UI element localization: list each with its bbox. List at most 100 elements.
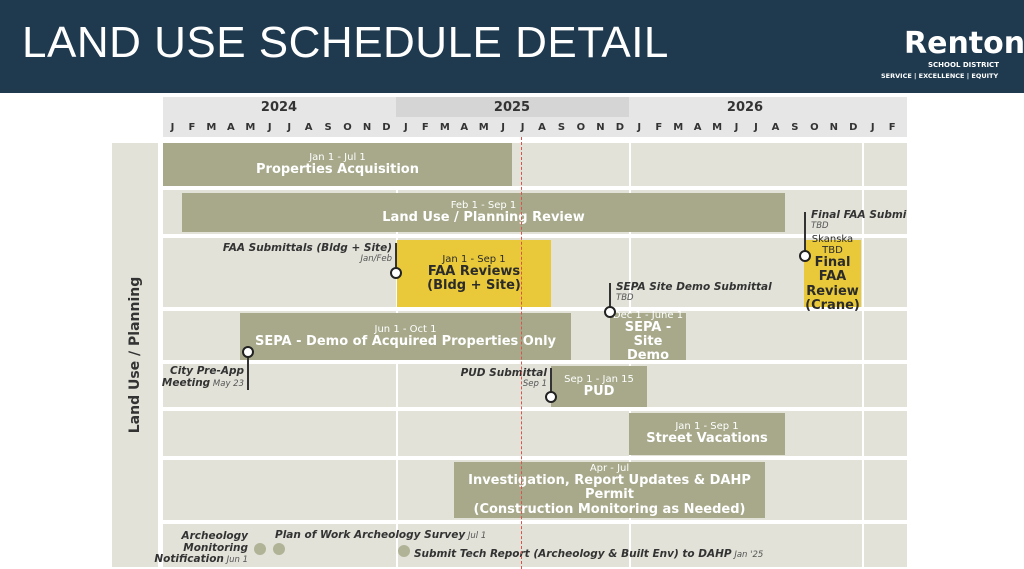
year-divider	[862, 143, 864, 567]
month-label: J	[170, 122, 175, 133]
bar-label: (Bldg + Site)	[427, 278, 521, 293]
milestone-label: FAA Submittals (Bldg + Site) Jan/Feb	[223, 242, 392, 264]
milestone-dot	[604, 306, 616, 318]
bar-label: Final FAA	[814, 254, 851, 285]
milestone-note: Jan '25	[731, 550, 764, 560]
month-label: J	[754, 122, 758, 133]
logo-name: Renton	[904, 26, 1024, 61]
milestone-text: Meeting	[161, 376, 211, 389]
month-label: S	[791, 122, 799, 133]
bar-label: FAA Reviews	[427, 263, 521, 279]
milestone-stem	[395, 243, 397, 273]
month-label: M	[673, 122, 684, 133]
schedule-bar: Jan 1 - Sep 1 Street Vacations	[629, 413, 785, 455]
milestone-label: PUD Submittal Sep 1	[461, 367, 547, 389]
bar-dates: Jan 1 - Jul 1	[309, 151, 366, 163]
month-label: J	[520, 122, 525, 133]
schedule-bar: Jan 1 - Jul 1 Properties Acquisition	[163, 143, 512, 186]
header-bar	[0, 0, 1024, 93]
row-background	[163, 411, 907, 456]
month-label: J	[870, 122, 875, 133]
slide-title: LAND USE SCHEDULE DETAIL	[22, 18, 669, 67]
month-label: D	[615, 122, 624, 133]
milestone-dot	[242, 346, 254, 358]
month-label: N	[596, 122, 605, 133]
milestone-stem	[550, 368, 552, 397]
bar-label: SEPA - Site	[624, 319, 672, 349]
milestone-stem	[247, 352, 249, 390]
milestone-text: Submit Tech Report (Archeology & Built E…	[414, 548, 732, 560]
milestone-note: TBD	[811, 220, 829, 231]
month-label: J	[404, 122, 408, 133]
year-label: 2024	[260, 100, 298, 115]
schedule-bar: Jun 1 - Oct 1 SEPA - Demo of Acquired Pro…	[240, 313, 571, 360]
month-label: S	[557, 122, 566, 133]
month-label: A	[226, 122, 235, 133]
month-label: O	[343, 122, 352, 133]
milestone-dot	[799, 250, 811, 262]
month-label: A	[304, 122, 313, 133]
bar-label: Demo	[626, 348, 670, 364]
milestone-text: Notification	[154, 553, 224, 566]
milestone-dot	[273, 543, 285, 555]
bar-label: (Construction Monitoring as Needed)	[473, 501, 746, 517]
schedule-bar: Jan 1 - Sep 1 FAA Reviews (Bldg + Site)	[397, 240, 551, 307]
bar-dates: Dec 1 - June 1	[612, 309, 684, 321]
bar-label: Land Use / Planning Review	[382, 209, 585, 225]
bar-dates: Feb 1 - Sep 1	[450, 199, 517, 211]
row-background	[163, 524, 907, 567]
milestone-text: Monitoring	[183, 541, 248, 554]
schedule-bar: Feb 1 - Sep 1 Land Use / Planning Review	[182, 193, 785, 232]
milestone-label: Final FAA Submitt TBD	[811, 209, 907, 231]
month-label: J	[287, 122, 292, 133]
month-label: F	[655, 122, 663, 133]
month-label: F	[888, 122, 896, 133]
month-label: J	[734, 122, 739, 133]
bar-label: SEPA - Demo of Acquired Properties Only	[254, 333, 557, 349]
milestone-dot	[398, 545, 410, 557]
bar-dates: Skanska	[811, 233, 854, 245]
schedule-bar: Apr - Jul Investigation, Report Updates &…	[454, 462, 765, 518]
month-label: S	[324, 122, 332, 133]
milestone-stem	[804, 212, 806, 256]
timeline-header-year-band	[396, 97, 629, 117]
bar-dates: TBD	[822, 244, 843, 256]
milestone-note: May 23	[210, 378, 244, 389]
bar-dates: Jan 1 - Sep 1	[675, 421, 739, 433]
logo-district: SCHOOL DISTRICT	[928, 61, 999, 69]
month-label: M	[478, 122, 489, 133]
bar-dates: Jan 1 - Sep 1	[442, 253, 506, 265]
milestone-dot	[254, 543, 266, 555]
milestone-text: Archeology	[181, 530, 248, 542]
milestone-note: TBD	[616, 292, 634, 303]
year-label: 2026	[726, 100, 764, 115]
schedule-bar: Dec 1 - June 1 SEPA - Site Demo	[610, 309, 686, 364]
month-label: N	[829, 122, 838, 133]
month-label: F	[421, 122, 429, 133]
schedule: 2024 2025 2026 J F M A M J J A S O N D J F M A M J J A S O N D J F M A…	[110, 96, 907, 569]
month-label: A	[771, 122, 780, 133]
month-label: A	[538, 122, 546, 133]
month-label: D	[382, 122, 391, 133]
bar-label: (Crane)	[805, 297, 860, 313]
year-label: 2025	[493, 100, 531, 115]
milestone-text: City Pre-App	[169, 365, 244, 377]
milestone-note: Jun 1	[223, 555, 248, 566]
month-label: J	[267, 122, 272, 133]
month-label: M	[245, 122, 256, 133]
milestone-label: Plan of Work Archeology Survey Jul 1	[275, 529, 487, 542]
milestone-dot	[390, 267, 402, 279]
milestone-stem	[609, 283, 611, 312]
milestone-note: Jul 1	[465, 531, 487, 541]
bar-label: Properties Acquisition	[256, 161, 419, 177]
month-label: A	[693, 122, 702, 133]
month-label: M	[206, 122, 217, 133]
logo-tagline: SERVICE | EXCELLENCE | EQUITY	[881, 72, 999, 80]
milestone-label: City Pre-App Meeting May 23	[161, 365, 244, 389]
schedule-bar: Sep 1 - Jan 15 PUD	[551, 366, 647, 407]
month-label: F	[188, 122, 196, 133]
milestone-note: Jan/Feb	[360, 253, 392, 264]
milestone-note: Sep 1	[522, 378, 547, 389]
month-label: M	[712, 122, 723, 133]
